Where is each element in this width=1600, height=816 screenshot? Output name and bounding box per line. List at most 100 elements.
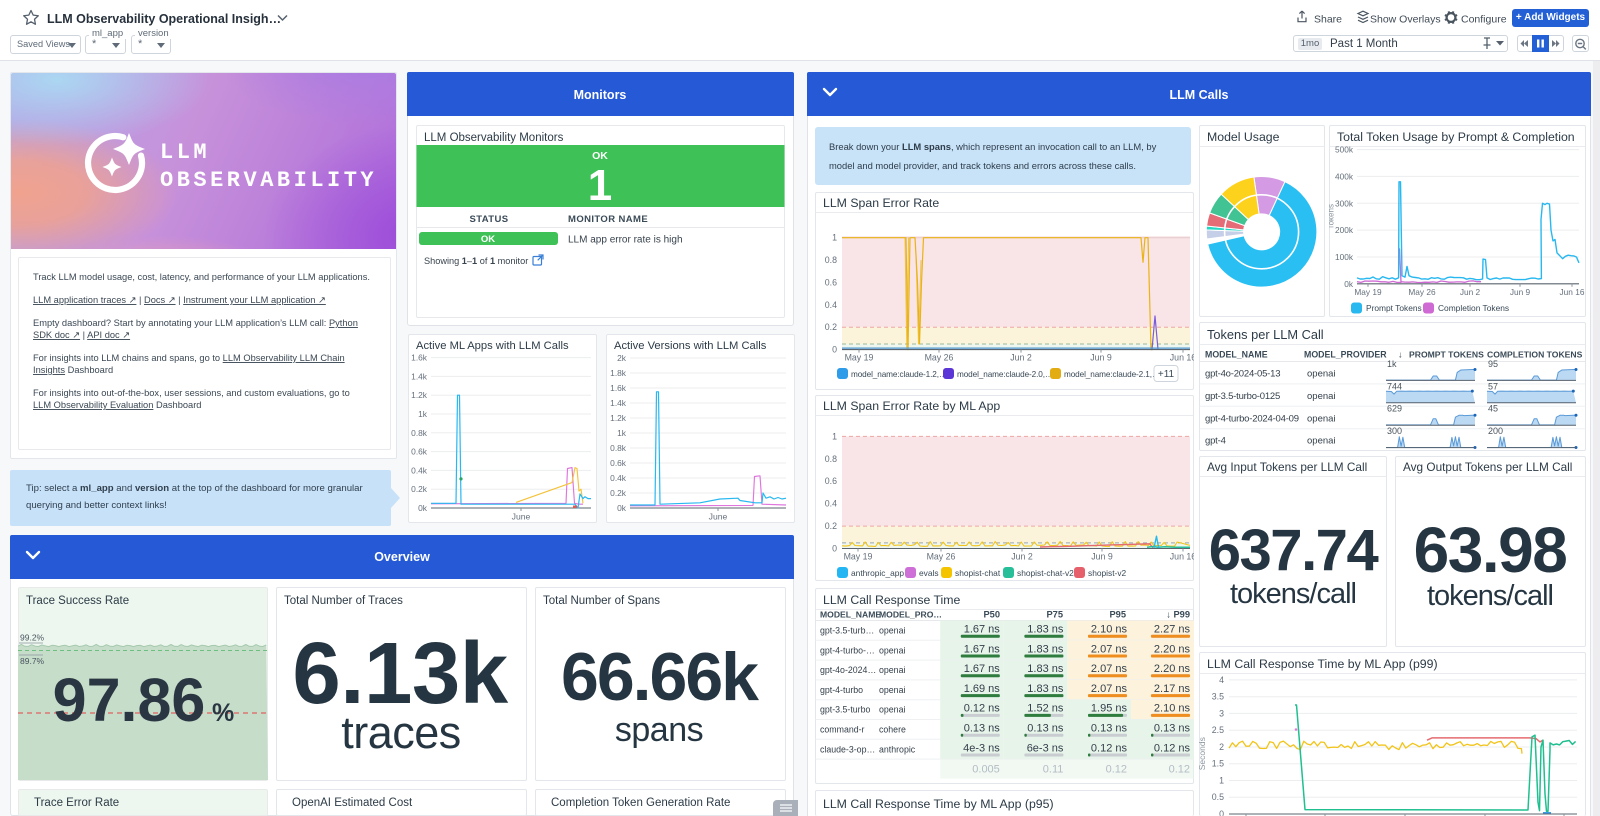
svg-text:57: 57 — [1488, 381, 1498, 391]
svg-text:0: 0 — [1219, 809, 1224, 816]
svg-text:1k: 1k — [1387, 359, 1397, 369]
svg-text:744: 744 — [1387, 381, 1402, 391]
svg-text:0.13 ns: 0.13 ns — [1091, 723, 1128, 735]
svg-text:1: 1 — [588, 161, 612, 210]
svg-text:6.13k: 6.13k — [292, 625, 508, 722]
svg-text:Active ML Apps with LLM Calls: Active ML Apps with LLM Calls — [416, 340, 569, 352]
svg-text:0.6: 0.6 — [825, 476, 837, 486]
svg-text:4e-3 ns: 4e-3 ns — [963, 742, 1000, 754]
svg-text:63.98: 63.98 — [1414, 514, 1567, 586]
svg-text:OBSERVABILITY: OBSERVABILITY — [160, 168, 377, 193]
svg-text:Configure: Configure — [1461, 14, 1507, 26]
svg-text:1.69 ns: 1.69 ns — [964, 683, 1001, 695]
svg-text:June: June — [512, 512, 531, 522]
svg-text:gpt-4o-2024-05-13: gpt-4o-2024-05-13 — [1205, 369, 1280, 380]
svg-text:2.17 ns: 2.17 ns — [1154, 683, 1191, 695]
svg-text:3: 3 — [1219, 708, 1224, 718]
svg-text:500k: 500k — [1335, 145, 1354, 155]
svg-text:claude-3-op…: claude-3-op… — [820, 744, 875, 754]
svg-text:gpt-4: gpt-4 — [1205, 436, 1226, 447]
svg-text:0.6k: 0.6k — [610, 458, 627, 468]
svg-text:629: 629 — [1387, 404, 1402, 414]
svg-text:0.5: 0.5 — [1212, 792, 1224, 802]
svg-text:2.20 ns: 2.20 ns — [1154, 643, 1191, 655]
svg-text:Avg Output Tokens per LLM Call: Avg Output Tokens per LLM Call — [1403, 460, 1572, 474]
svg-text:gpt-4-turbo-…: gpt-4-turbo-… — [820, 645, 875, 655]
svg-text:2.10 ns: 2.10 ns — [1154, 703, 1191, 715]
svg-text:LLM Call Response Time: LLM Call Response Time — [823, 593, 961, 607]
svg-text:openai: openai — [1307, 391, 1336, 402]
svg-text:MODEL_NAME: MODEL_NAME — [820, 610, 881, 620]
svg-text:model_name:claude-1.2,…: model_name:claude-1.2,… — [851, 370, 947, 379]
svg-text:May 19: May 19 — [844, 552, 873, 562]
svg-text:May 26: May 26 — [925, 353, 954, 363]
svg-text:Total Number of Spans: Total Number of Spans — [543, 595, 660, 607]
svg-text:1.83 ns: 1.83 ns — [1027, 663, 1064, 675]
svg-text:Jun 2: Jun 2 — [1010, 353, 1032, 363]
svg-text:Jun 16: Jun 16 — [1170, 353, 1194, 363]
svg-text:Active Versions with LLM Calls: Active Versions with LLM Calls — [614, 340, 767, 352]
svg-text:0: 0 — [832, 544, 837, 554]
svg-text:1.6k: 1.6k — [610, 383, 627, 393]
svg-text:1.67 ns: 1.67 ns — [964, 643, 1001, 655]
svg-text:LLM Call Response Time by ML A: LLM Call Response Time by ML App (p95) — [823, 797, 1054, 811]
svg-text:1k: 1k — [617, 428, 627, 438]
svg-text:gpt-4-turbo-2024-04-09: gpt-4-turbo-2024-04-09 — [1205, 413, 1299, 424]
svg-text:Total Number of Traces: Total Number of Traces — [284, 595, 403, 607]
svg-text:1.83 ns: 1.83 ns — [1027, 624, 1064, 636]
svg-text:95: 95 — [1488, 359, 1498, 369]
svg-text:0: 0 — [832, 345, 837, 355]
svg-text:openai: openai — [879, 665, 905, 675]
svg-text:0.8k: 0.8k — [610, 443, 627, 453]
svg-text:1: 1 — [832, 431, 837, 441]
svg-text:LLM Call Response Time by ML A: LLM Call Response Time by ML App (p99) — [1207, 657, 1438, 671]
svg-text:0.4: 0.4 — [825, 300, 837, 310]
svg-text:evals: evals — [919, 568, 939, 578]
svg-text:gpt-4-turbo: gpt-4-turbo — [820, 685, 863, 695]
svg-text:gpt-3.5-turbo: gpt-3.5-turbo — [820, 705, 870, 715]
svg-text:97.86: 97.86 — [53, 666, 206, 734]
svg-text:1.6k: 1.6k — [411, 353, 428, 363]
svg-text:Show Overlays: Show Overlays — [1370, 14, 1441, 26]
svg-text:LLM: LLM — [160, 140, 210, 165]
svg-text:2.5: 2.5 — [1212, 725, 1224, 735]
svg-text:0.4k: 0.4k — [610, 473, 627, 483]
svg-text:0.2: 0.2 — [825, 521, 837, 531]
svg-text:1.52 ns: 1.52 ns — [1027, 703, 1064, 715]
svg-text:+11: +11 — [1158, 369, 1175, 380]
svg-text:May 26: May 26 — [927, 552, 956, 562]
svg-text:0.13 ns: 0.13 ns — [1027, 723, 1064, 735]
svg-text:Jun 9: Jun 9 — [1090, 353, 1112, 363]
svg-text:tokens/call: tokens/call — [1427, 580, 1553, 612]
svg-text:openai: openai — [879, 705, 905, 715]
svg-text:Tokens: Tokens — [1329, 204, 1336, 229]
svg-text:Jun 16: Jun 16 — [1170, 552, 1194, 562]
svg-text:400k: 400k — [1335, 171, 1354, 181]
svg-text:0.8: 0.8 — [825, 454, 837, 464]
svg-text:model_name:claude-2.0,…: model_name:claude-2.0,… — [957, 370, 1053, 379]
svg-text:0.2: 0.2 — [825, 322, 837, 332]
svg-text:openai: openai — [879, 626, 905, 636]
svg-text:gpt-4o-2024…: gpt-4o-2024… — [820, 665, 876, 675]
svg-text:300: 300 — [1387, 426, 1402, 436]
svg-text:Tokens per LLM Call: Tokens per LLM Call — [1207, 327, 1324, 342]
svg-text:1.95 ns: 1.95 ns — [1091, 703, 1128, 715]
svg-text:For insights into LLM chains a: For insights into LLM chains and spans, … — [33, 353, 345, 363]
svg-text:300k: 300k — [1335, 198, 1354, 208]
svg-text:shopist-chat-v2: shopist-chat-v2 — [1017, 568, 1074, 578]
svg-text:For insights into out-of-the-b: For insights into out-of-the-box, user s… — [33, 388, 350, 398]
svg-text:0k: 0k — [418, 503, 428, 513]
svg-text:Jun 16: Jun 16 — [1560, 287, 1585, 297]
svg-text:1.2k: 1.2k — [610, 413, 627, 423]
svg-text:LLM Observability Monitors: LLM Observability Monitors — [424, 132, 564, 144]
svg-text:MODEL_PRO…: MODEL_PRO… — [879, 610, 942, 620]
svg-text:May 19: May 19 — [845, 353, 874, 363]
svg-text:openai: openai — [879, 685, 905, 695]
svg-text:Completion Tokens: Completion Tokens — [1438, 303, 1509, 313]
svg-text:PROMPT TOKENS: PROMPT TOKENS — [1409, 350, 1484, 360]
svg-text:P50: P50 — [983, 610, 1000, 620]
svg-text:LLM Span Error Rate: LLM Span Error Rate — [823, 196, 939, 210]
svg-text:LLM Observability Evaluation D: LLM Observability Evaluation Dashboard — [33, 400, 201, 410]
svg-text:0.8: 0.8 — [825, 255, 837, 265]
svg-text:0.2k: 0.2k — [411, 484, 428, 494]
